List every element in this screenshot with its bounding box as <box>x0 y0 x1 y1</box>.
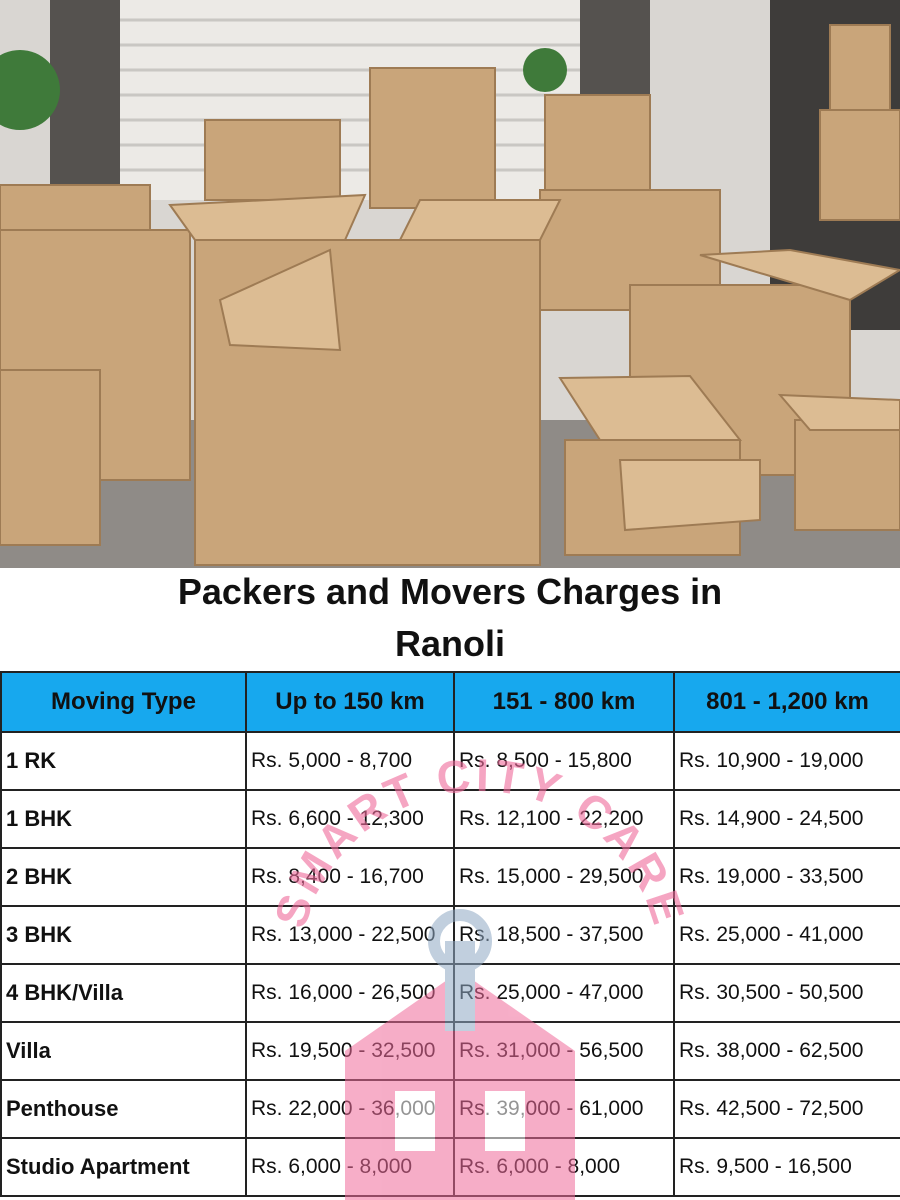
price-cell: Rs. 9,500 - 16,500 <box>673 1137 900 1197</box>
price-cell: Rs. 8,500 - 15,800 <box>453 731 675 791</box>
price-cell: Rs. 25,000 - 47,000 <box>453 963 675 1023</box>
price-cell: Rs. 12,100 - 22,200 <box>453 789 675 849</box>
moving-type: Penthouse <box>0 1079 247 1139</box>
price-cell: Rs. 31,000 - 56,500 <box>453 1021 675 1081</box>
moving-type: Studio Apartment <box>0 1137 247 1197</box>
price-cell: Rs. 18,500 - 37,500 <box>453 905 675 965</box>
price-cell: Rs. 8,400 - 16,700 <box>245 847 455 907</box>
price-cell: Rs. 14,900 - 24,500 <box>673 789 900 849</box>
header-cell: 151 - 800 km <box>453 671 675 733</box>
table-row: 2 BHK Rs. 8,400 - 16,700 Rs. 15,000 - 29,5… <box>0 847 900 907</box>
price-cell: Rs. 39,000 - 61,000 <box>453 1079 675 1139</box>
table-row: 4 BHK/Villa Rs. 16,000 - 26,500 Rs. 25,000… <box>0 963 900 1023</box>
price-cell: Rs. 15,000 - 29,500 <box>453 847 675 907</box>
header-cell: Moving Type <box>0 671 247 733</box>
table-row: 1 RK Rs. 5,000 - 8,700 Rs. 8,500 - 15,800 R… <box>0 731 900 791</box>
price-cell: Rs. 16,000 - 26,500 <box>245 963 455 1023</box>
moving-type: 1 BHK <box>0 789 247 849</box>
price-cell: Rs. 19,500 - 32,500 <box>245 1021 455 1081</box>
price-cell: Rs. 19,000 - 33,500 <box>673 847 900 907</box>
hero-photo <box>0 0 900 568</box>
header-row: Moving Type Up to 150 km 151 - 800 km 801 -… <box>0 671 900 733</box>
moving-type: 4 BHK/Villa <box>0 963 247 1023</box>
header-cell: 801 - 1,200 km <box>673 671 900 733</box>
table-row: Penthouse Rs. 22,000 - 36,000 Rs. 39,000 -… <box>0 1079 900 1139</box>
price-cell: Rs. 22,000 - 36,000 <box>245 1079 455 1139</box>
moving-type: 2 BHK <box>0 847 247 907</box>
price-cell: Rs. 6,000 - 8,000 <box>245 1137 455 1197</box>
price-cell: Rs. 5,000 - 8,700 <box>245 731 455 791</box>
price-cell: Rs. 25,000 - 41,000 <box>673 905 900 965</box>
title: Packers and Movers Charges in Ranoli <box>177 571 723 664</box>
price-cell: Rs. 30,500 - 50,500 <box>673 963 900 1023</box>
table-body: 1 RK Rs. 5,000 - 8,700 Rs. 8,500 - 15,800 R… <box>0 731 900 1197</box>
table-row: Villa Rs. 19,500 - 32,500 Rs. 31,000 - 56,… <box>0 1021 900 1081</box>
moving-type: 1 RK <box>0 731 247 791</box>
price-cell: Rs. 6,600 - 12,300 <box>245 789 455 849</box>
price-table: Moving Type Up to 150 km 151 - 800 km 801 -… <box>0 671 900 1197</box>
table-row: Studio Apartment Rs. 6,000 - 8,000 Rs. 6,0… <box>0 1137 900 1197</box>
price-cell: Rs. 10,900 - 19,000 <box>673 731 900 791</box>
moving-type: 3 BHK <box>0 905 247 965</box>
header-cell: Up to 150 km <box>245 671 455 733</box>
price-cell: Rs. 13,000 - 22,500 <box>245 905 455 965</box>
price-cell: Rs. 6,000 - 8,000 <box>453 1137 675 1197</box>
table-row: 1 BHK Rs. 6,600 - 12,300 Rs. 12,100 - 22,2… <box>0 789 900 849</box>
price-cell: Rs. 38,000 - 62,500 <box>673 1021 900 1081</box>
price-cell: Rs. 42,500 - 72,500 <box>673 1079 900 1139</box>
table-row: 3 BHK Rs. 13,000 - 22,500 Rs. 18,500 - 37,… <box>0 905 900 965</box>
moving-type: Villa <box>0 1021 247 1081</box>
